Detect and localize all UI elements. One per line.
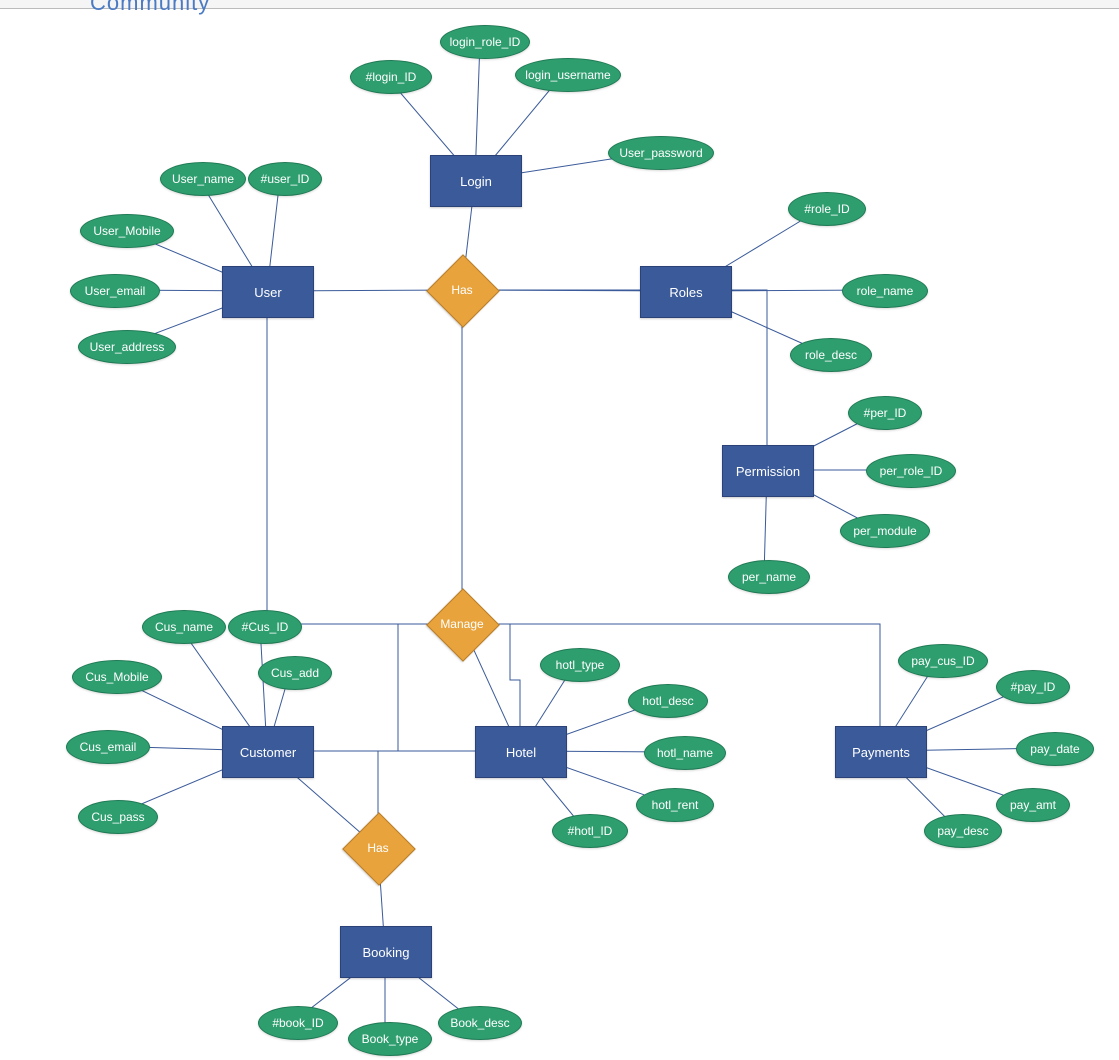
entity-login: Login	[430, 155, 522, 207]
attribute-cus_email: Cus_email	[66, 730, 150, 764]
attribute-user_password: User_password	[608, 136, 714, 170]
attribute-pay_cus_id: pay_cus_ID	[898, 644, 988, 678]
relationship-manage	[426, 588, 500, 662]
relationship-has1	[426, 254, 500, 328]
attribute-cus_name: Cus_name	[142, 610, 226, 644]
attribute-cus_add: Cus_add	[258, 656, 332, 690]
attribute-pay_amt: pay_amt	[996, 788, 1070, 822]
attribute-user_mobile: User_Mobile	[80, 214, 174, 248]
attribute-hotl_type: hotl_type	[540, 648, 620, 682]
attribute-book_desc: Book_desc	[438, 1006, 522, 1040]
entity-customer: Customer	[222, 726, 314, 778]
attribute-hotl_id: #hotl_ID	[552, 814, 628, 848]
attribute-hotl_desc: hotl_desc	[628, 684, 708, 718]
attribute-cus_id: #Cus_ID	[228, 610, 302, 644]
attribute-book_type: Book_type	[348, 1022, 432, 1056]
entity-payments: Payments	[835, 726, 927, 778]
attribute-per_name: per_name	[728, 560, 810, 594]
attribute-cus_mobile: Cus_Mobile	[72, 660, 162, 694]
attribute-per_id: #per_ID	[848, 396, 922, 430]
attribute-pay_id: #pay_ID	[996, 670, 1070, 704]
er-diagram-canvas: Community Login User Roles Permission Custom…	[0, 0, 1119, 1060]
entity-user: User	[222, 266, 314, 318]
entity-booking: Booking	[340, 926, 432, 978]
relationship-has2	[342, 812, 416, 886]
entity-permission: Permission	[722, 445, 814, 497]
attribute-book_id: #book_ID	[258, 1006, 338, 1040]
attribute-role_name: role_name	[842, 274, 928, 308]
attribute-login_role_id: login_role_ID	[440, 25, 530, 59]
attribute-per_role_id: per_role_ID	[866, 454, 956, 488]
attribute-role_desc: role_desc	[790, 338, 872, 372]
edges-layer	[0, 0, 1119, 1060]
attribute-hotl_rent: hotl_rent	[636, 788, 714, 822]
entity-roles: Roles	[640, 266, 732, 318]
attribute-login_id: #login_ID	[350, 60, 432, 94]
attribute-pay_desc: pay_desc	[924, 814, 1002, 848]
attribute-user_id: #user_ID	[248, 162, 322, 196]
attribute-login_username: login_username	[515, 58, 621, 92]
header-text: Community	[90, 0, 210, 16]
attribute-hotl_name: hotl_name	[644, 736, 726, 770]
attribute-cus_pass: Cus_pass	[78, 800, 158, 834]
attribute-per_module: per_module	[840, 514, 930, 548]
attribute-pay_date: pay_date	[1016, 732, 1094, 766]
attribute-role_id: #role_ID	[788, 192, 866, 226]
attribute-user_name: User_name	[160, 162, 246, 196]
entity-hotel: Hotel	[475, 726, 567, 778]
attribute-user_email: User_email	[70, 274, 160, 308]
attribute-user_address: User_address	[78, 330, 176, 364]
